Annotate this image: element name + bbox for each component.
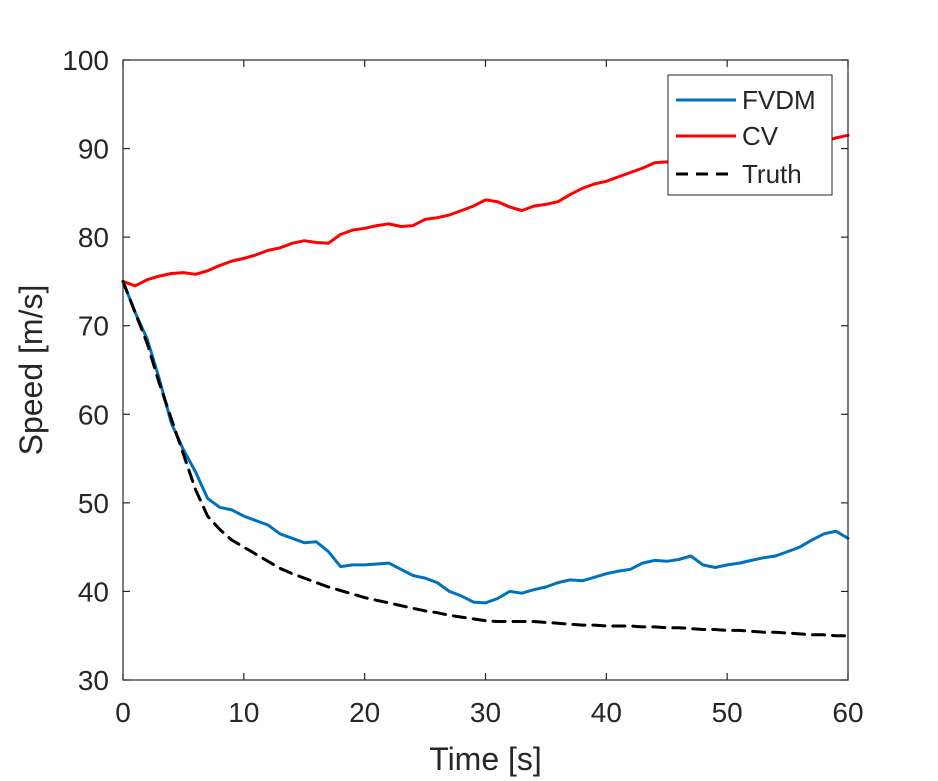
x-tick-label: 30 <box>470 697 501 728</box>
y-tick-label: 80 <box>78 222 109 253</box>
y-axis-label: Speed [m/s] <box>13 285 49 456</box>
legend-label-cv: CV <box>742 121 779 151</box>
x-tick-label: 10 <box>228 697 259 728</box>
x-tick-label: 0 <box>115 697 131 728</box>
x-axis-label: Time [s] <box>429 741 542 777</box>
legend-label-fvdm: FVDM <box>742 85 816 115</box>
series-line-fvdm <box>121 279 850 605</box>
legend: FVDM CV Truth <box>667 74 833 196</box>
y-tick-label: 30 <box>78 665 109 696</box>
x-tick-label: 20 <box>349 697 380 728</box>
y-tick-label: 60 <box>78 399 109 430</box>
y-tick-label: 50 <box>78 488 109 519</box>
tick-layer: 0 10 20 30 40 50 60 30 40 50 60 70 80 90 100 <box>62 45 863 728</box>
series-line-truth <box>121 279 850 638</box>
y-tick-label: 90 <box>78 134 109 165</box>
x-tick-label: 40 <box>591 697 622 728</box>
x-tick-label: 50 <box>712 697 743 728</box>
y-tick-label: 70 <box>78 311 109 342</box>
y-tick-label: 100 <box>62 45 109 76</box>
x-tick-label: 60 <box>832 697 863 728</box>
y-tick-label: 40 <box>78 576 109 607</box>
legend-label-truth: Truth <box>742 159 802 189</box>
